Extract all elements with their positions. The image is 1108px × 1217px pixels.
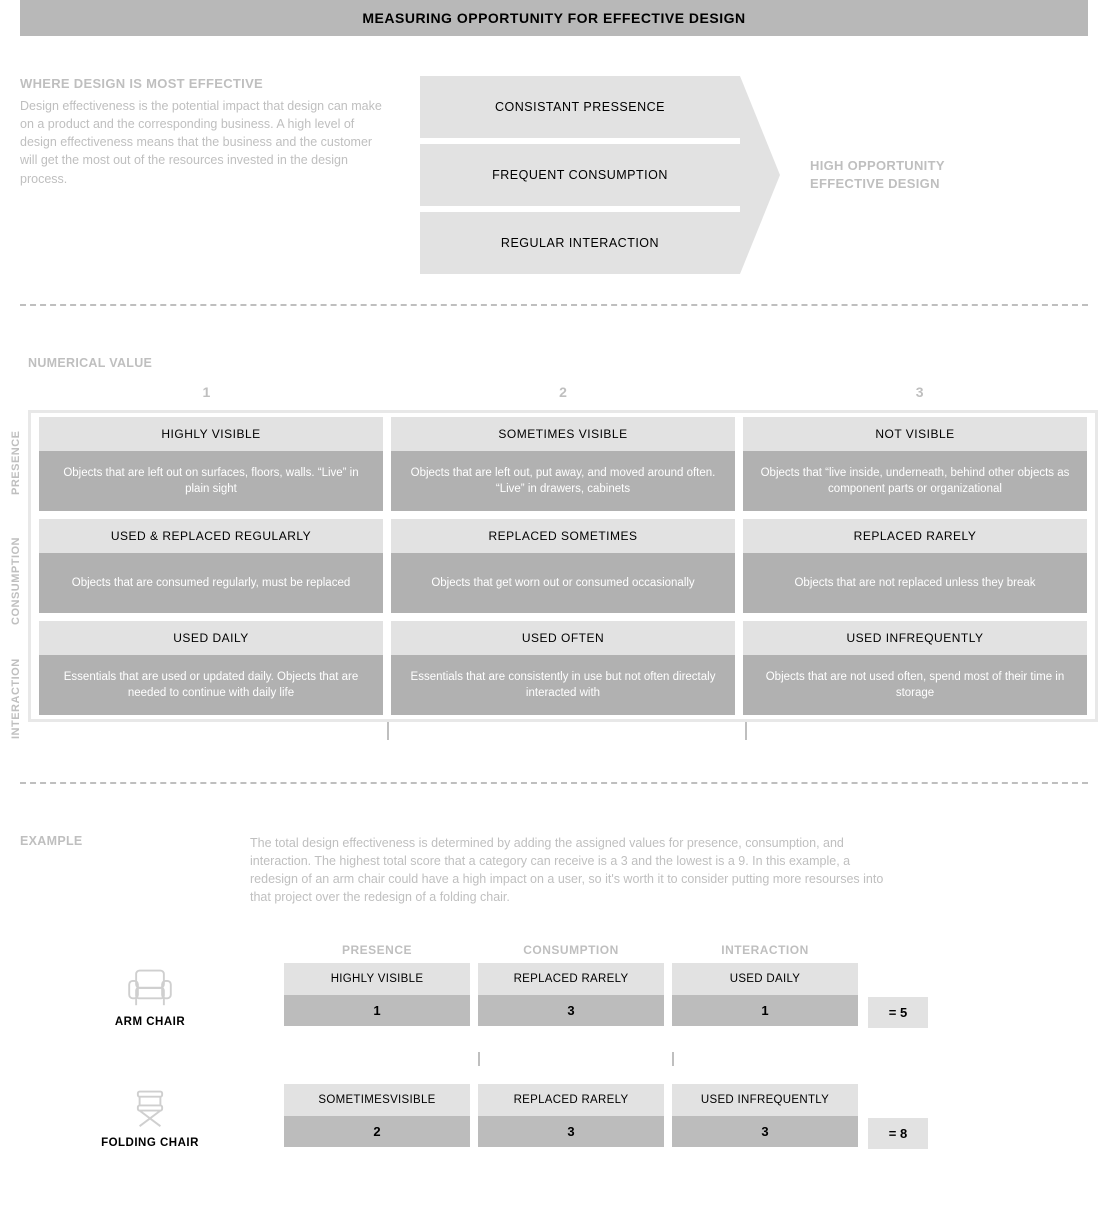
cell-title: USED & REPLACED REGULARLY xyxy=(39,519,383,553)
cell-value: 3 xyxy=(478,995,664,1026)
divider xyxy=(20,782,1088,784)
cell-desc: Objects that are left out, put away, and… xyxy=(391,451,735,511)
cell-value: 2 xyxy=(284,1116,470,1147)
high-opportunity-line: HIGH OPPORTUNITY xyxy=(810,157,1010,175)
cell-desc: Objects that “live inside, underneath, b… xyxy=(743,451,1087,511)
column-header: 1 xyxy=(32,380,381,404)
cell-title: HIGHLY VISIBLE xyxy=(39,417,383,451)
example-item-name: ARM CHAIR xyxy=(20,1016,280,1028)
cell-desc: Essentials that are used or updated dail… xyxy=(39,655,383,715)
example-table: PRESENCE CONSUMPTION INTERACTION ARM CH xyxy=(20,937,1088,1149)
cell-title: NOT VISIBLE xyxy=(743,417,1087,451)
cell-title: USED INFREQUENTLY xyxy=(743,621,1087,655)
row-label-consumption: CONSUMPTION xyxy=(10,526,28,636)
intro-row: WHERE DESIGN IS MOST EFFECTIVE Design ef… xyxy=(20,76,1088,274)
cell-title: USED OFTEN xyxy=(391,621,735,655)
example-label: EXAMPLE xyxy=(20,834,250,907)
cell-title: SOMETIMESVISIBLE xyxy=(284,1084,470,1116)
cell-desc: Objects that are consumed regularly, mus… xyxy=(39,553,383,613)
cell-value: 3 xyxy=(672,1116,858,1147)
cell-title: SOMETIMES VISIBLE xyxy=(391,417,735,451)
example-header: CONSUMPTION xyxy=(478,937,664,963)
example-row: FOLDING CHAIR SOMETIMESVISIBLE2 REPLACED… xyxy=(20,1084,1088,1149)
cell-title: HIGHLY VISIBLE xyxy=(284,963,470,995)
example-header: PRESENCE xyxy=(284,937,470,963)
cell-title: USED DAILY xyxy=(39,621,383,655)
cell-desc: Objects that are not replaced unless the… xyxy=(743,553,1087,613)
cell-value: 1 xyxy=(284,995,470,1026)
cell-title: USED INFREQUENTLY xyxy=(672,1084,858,1116)
cell-value: 3 xyxy=(478,1116,664,1147)
high-opportunity-line: EFFECTIVE DESIGN xyxy=(810,175,1010,193)
cell-desc: Essentials that are consistently in use … xyxy=(391,655,735,715)
folding-chair-icon xyxy=(20,1086,280,1133)
example-header: INTERACTION xyxy=(672,937,858,963)
armchair-icon xyxy=(20,965,280,1012)
intro-heading: WHERE DESIGN IS MOST EFFECTIVE xyxy=(20,76,390,91)
example-total: = 5 xyxy=(868,997,928,1028)
cell-title: REPLACED RARELY xyxy=(743,519,1087,553)
factor-box: REGULAR INTERACTION xyxy=(420,212,740,274)
factor-box: CONSISTANT PRESSENCE xyxy=(420,76,740,138)
cell-title: REPLACED RARELY xyxy=(478,963,664,995)
page-title: MEASURING OPPORTUNITY FOR EFFECTIVE DESI… xyxy=(20,0,1088,36)
cell-desc: Objects that get worn out or consumed oc… xyxy=(391,553,735,613)
cell-title: USED DAILY xyxy=(672,963,858,995)
example-row: ARM CHAIR HIGHLY VISIBLE1 REPLACED RAREL… xyxy=(20,963,1088,1028)
arrow-icon xyxy=(740,76,780,274)
value-grid: PRESENCE CONSUMPTION INTERACTION 1 2 3 H… xyxy=(10,380,1098,762)
cell-desc: Objects that are left out on surfaces, f… xyxy=(39,451,383,511)
column-header: 2 xyxy=(389,380,738,404)
factor-box: FREQUENT CONSUMPTION xyxy=(420,144,740,206)
cell-title: REPLACED RARELY xyxy=(478,1084,664,1116)
cell-value: 1 xyxy=(672,995,858,1026)
numerical-value-label: NUMERICAL VALUE xyxy=(28,356,1098,370)
example-item-name: FOLDING CHAIR xyxy=(20,1137,280,1149)
column-header: 3 xyxy=(745,380,1094,404)
example-total: = 8 xyxy=(868,1118,928,1149)
high-opportunity-label: HIGH OPPORTUNITY EFFECTIVE DESIGN xyxy=(810,157,1010,193)
divider xyxy=(20,304,1088,306)
cell-title: REPLACED SOMETIMES xyxy=(391,519,735,553)
cell-desc: Objects that are not used often, spend m… xyxy=(743,655,1087,715)
row-label-presence: PRESENCE xyxy=(10,408,28,518)
example-paragraph: The total design effectiveness is determ… xyxy=(250,834,890,907)
row-label-interaction: INTERACTION xyxy=(10,644,28,754)
intro-body: Design effectiveness is the potential im… xyxy=(20,97,390,188)
